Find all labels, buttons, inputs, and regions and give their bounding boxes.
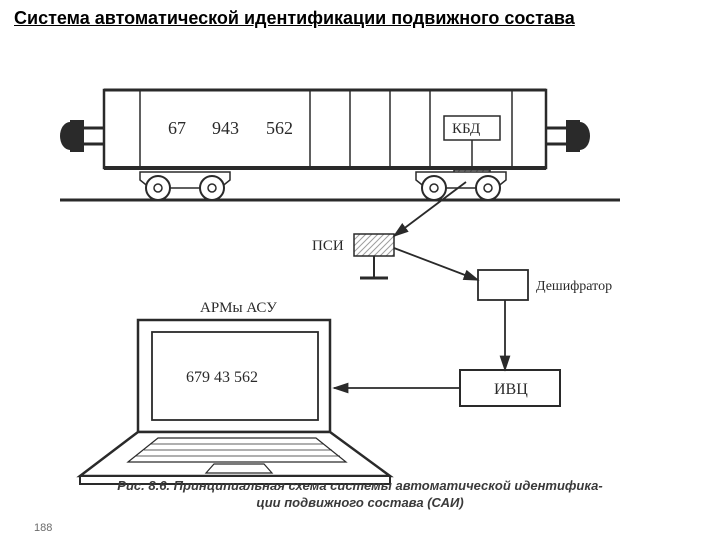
kbd-label: КБД	[452, 121, 480, 137]
laptop-number: 679 43 562	[186, 369, 258, 386]
wagon-num3: 562	[266, 118, 293, 138]
wagon-num2: 943	[212, 118, 239, 138]
page-title: Система автоматической идентификации под…	[14, 8, 575, 29]
arrow-psi-desh	[394, 248, 478, 280]
buffer-right	[546, 120, 590, 152]
laptop: 679 43 562	[80, 320, 390, 484]
wagon-num1: 67	[168, 118, 186, 138]
figure-caption: Рис. 8.6. Принципиальная схема системы а…	[0, 478, 720, 512]
ivc-label: ИВЦ	[494, 381, 528, 398]
psi-box	[354, 234, 394, 256]
page-number: 188	[34, 522, 52, 534]
diagram-container: 67 943 562 КБД ПСИ Дешифратор ИВЦ АРМы А…	[0, 40, 720, 540]
psi-label: ПСИ	[312, 238, 344, 254]
deshifrator-label: Дешифратор	[536, 279, 612, 294]
diagram-svg: 67 943 562 КБД ПСИ Дешифратор ИВЦ АРМы А…	[0, 40, 720, 540]
arm-label: АРМы АСУ	[200, 300, 277, 316]
buffer-left	[60, 120, 104, 152]
caption-line1: Рис. 8.6. Принципиальная схема системы а…	[117, 478, 602, 493]
bogie-left	[140, 172, 230, 200]
caption-line2: ции подвижного состава (САИ)	[256, 495, 463, 510]
deshifrator-box	[478, 270, 528, 300]
